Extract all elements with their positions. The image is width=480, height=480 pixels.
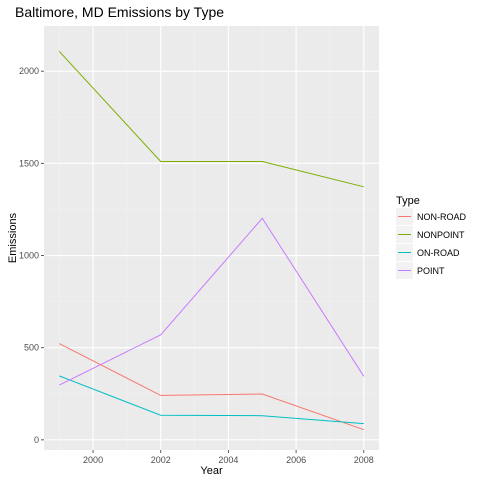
series-line-non-road	[58, 343, 364, 431]
legend-label: NON-ROAD	[417, 212, 466, 222]
plot-panel	[44, 26, 379, 450]
y-tick-label: 1000	[19, 251, 39, 261]
legend: Type NON-ROAD NONPOINT ON-ROAD POINT	[396, 195, 466, 279]
x-axis-title: Year	[200, 465, 223, 477]
legend-label: NONPOINT	[417, 230, 465, 240]
legend-label: POINT	[417, 266, 445, 276]
x-tick-label: 2006	[286, 455, 306, 465]
y-tick-label: 500	[24, 343, 39, 353]
y-tick-label: 2000	[19, 66, 39, 76]
y-axis-ticks: 0 500 1000 1500 2000	[19, 66, 44, 445]
x-tick-label: 2002	[151, 455, 171, 465]
series-line-on-road	[59, 375, 364, 425]
x-axis-ticks: 2000 2002 2004 2006 2008	[83, 450, 374, 465]
legend-title: Type	[396, 195, 420, 207]
x-tick-label: 2000	[83, 455, 103, 465]
x-tick-label: 2004	[218, 455, 238, 465]
y-axis-title: Emissions	[7, 212, 19, 263]
y-tick-label: 0	[34, 435, 39, 445]
legend-label: ON-ROAD	[417, 248, 460, 258]
series-lines	[58, 50, 365, 431]
x-tick-label: 2008	[354, 455, 374, 465]
chart-title: Baltimore, MD Emissions by Type	[15, 4, 224, 20]
minor-gridlines	[44, 26, 379, 450]
series-line-point	[58, 217, 365, 386]
series-line-nonpoint	[58, 50, 364, 188]
y-tick-label: 1500	[19, 158, 39, 168]
major-gridlines	[44, 26, 379, 450]
